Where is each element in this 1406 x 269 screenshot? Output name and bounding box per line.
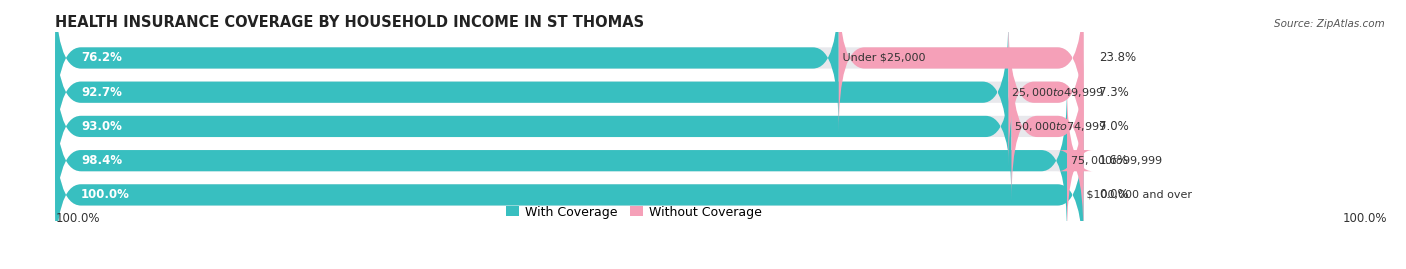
FancyBboxPatch shape bbox=[839, 0, 1084, 133]
Text: 7.0%: 7.0% bbox=[1099, 120, 1129, 133]
FancyBboxPatch shape bbox=[55, 51, 1084, 201]
Text: $100,000 and over: $100,000 and over bbox=[1084, 190, 1192, 200]
Text: 76.2%: 76.2% bbox=[82, 51, 122, 65]
Text: 100.0%: 100.0% bbox=[55, 212, 100, 225]
Text: 0.0%: 0.0% bbox=[1099, 188, 1129, 201]
Text: 1.6%: 1.6% bbox=[1099, 154, 1129, 167]
FancyBboxPatch shape bbox=[55, 120, 1084, 269]
Text: $75,000 to $99,999: $75,000 to $99,999 bbox=[1067, 154, 1163, 167]
Text: HEALTH INSURANCE COVERAGE BY HOUSEHOLD INCOME IN ST THOMAS: HEALTH INSURANCE COVERAGE BY HOUSEHOLD I… bbox=[55, 15, 644, 30]
FancyBboxPatch shape bbox=[55, 86, 1084, 236]
Text: 100.0%: 100.0% bbox=[82, 188, 129, 201]
FancyBboxPatch shape bbox=[55, 17, 1084, 167]
Text: Under $25,000: Under $25,000 bbox=[839, 53, 925, 63]
FancyBboxPatch shape bbox=[55, 17, 1008, 167]
FancyBboxPatch shape bbox=[1057, 86, 1092, 236]
Text: 93.0%: 93.0% bbox=[82, 120, 122, 133]
FancyBboxPatch shape bbox=[1008, 17, 1084, 167]
FancyBboxPatch shape bbox=[55, 120, 1084, 269]
Text: 92.7%: 92.7% bbox=[82, 86, 122, 99]
FancyBboxPatch shape bbox=[55, 86, 1067, 236]
Text: $25,000 to $49,999: $25,000 to $49,999 bbox=[1008, 86, 1105, 99]
FancyBboxPatch shape bbox=[55, 0, 1084, 133]
FancyBboxPatch shape bbox=[1011, 51, 1084, 201]
Text: 98.4%: 98.4% bbox=[82, 154, 122, 167]
Text: $50,000 to $74,999: $50,000 to $74,999 bbox=[1011, 120, 1108, 133]
Text: 23.8%: 23.8% bbox=[1099, 51, 1136, 65]
FancyBboxPatch shape bbox=[55, 51, 1011, 201]
Text: Source: ZipAtlas.com: Source: ZipAtlas.com bbox=[1274, 19, 1385, 29]
Text: 100.0%: 100.0% bbox=[1343, 212, 1386, 225]
FancyBboxPatch shape bbox=[55, 0, 839, 133]
Legend: With Coverage, Without Coverage: With Coverage, Without Coverage bbox=[502, 201, 766, 224]
Text: 7.3%: 7.3% bbox=[1099, 86, 1129, 99]
